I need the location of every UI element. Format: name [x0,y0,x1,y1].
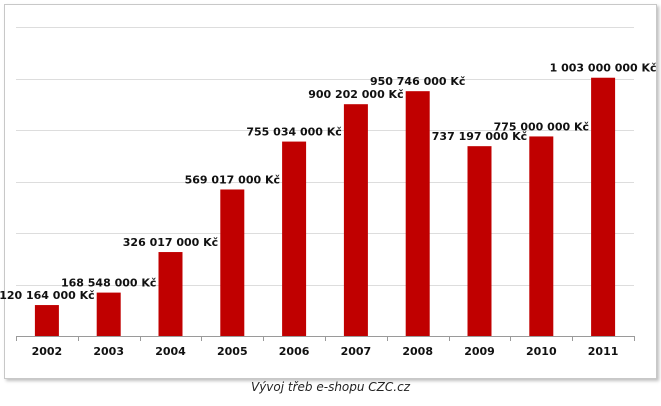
data-label: 168 548 000 Kč [61,277,156,290]
data-label: 755 034 000 Kč [246,126,341,139]
bar [529,136,554,336]
x-tick-label: 2010 [526,345,557,358]
x-tick-label: 2009 [464,345,495,358]
x-tick-label: 2005 [217,345,248,358]
data-label: 326 017 000 Kč [123,236,218,249]
x-tick-label: 2008 [402,345,433,358]
bar [467,146,492,336]
x-tick-label: 2002 [32,345,63,358]
x-tick-label: 2003 [93,345,124,358]
data-label: 120 164 000 Kč [0,289,95,302]
data-label: 569 017 000 Kč [185,173,280,186]
bar [343,104,368,336]
bar [96,292,121,336]
x-axis: 2002 2003 2004 2005 2006 2007 2008 2009 2010 2011 [16,336,635,358]
bar [591,77,616,336]
bars [34,77,616,336]
data-label: 737 197 000 Kč [432,130,527,143]
data-label: 950 746 000 Kč [370,75,465,88]
x-tick-label: 2007 [341,345,372,358]
x-tick-label: 2006 [279,345,310,358]
bar [158,252,183,336]
bar [405,91,430,336]
data-label: 1 003 000 000 Kč [550,62,657,75]
bar-chart: 2002 2003 2004 2005 2006 2007 2008 2009 2010 2011… [0,27,657,358]
bar [282,141,307,336]
x-tick-label: 2011 [588,345,619,358]
bar [34,305,59,336]
data-label: 900 202 000 Kč [308,88,403,101]
chart-caption: Vývoj třeb e-shopu CZC.cz [251,380,410,394]
bar [220,189,245,336]
data-label: 775 000 000 Kč [494,120,589,133]
x-tick-label: 2004 [155,345,186,358]
